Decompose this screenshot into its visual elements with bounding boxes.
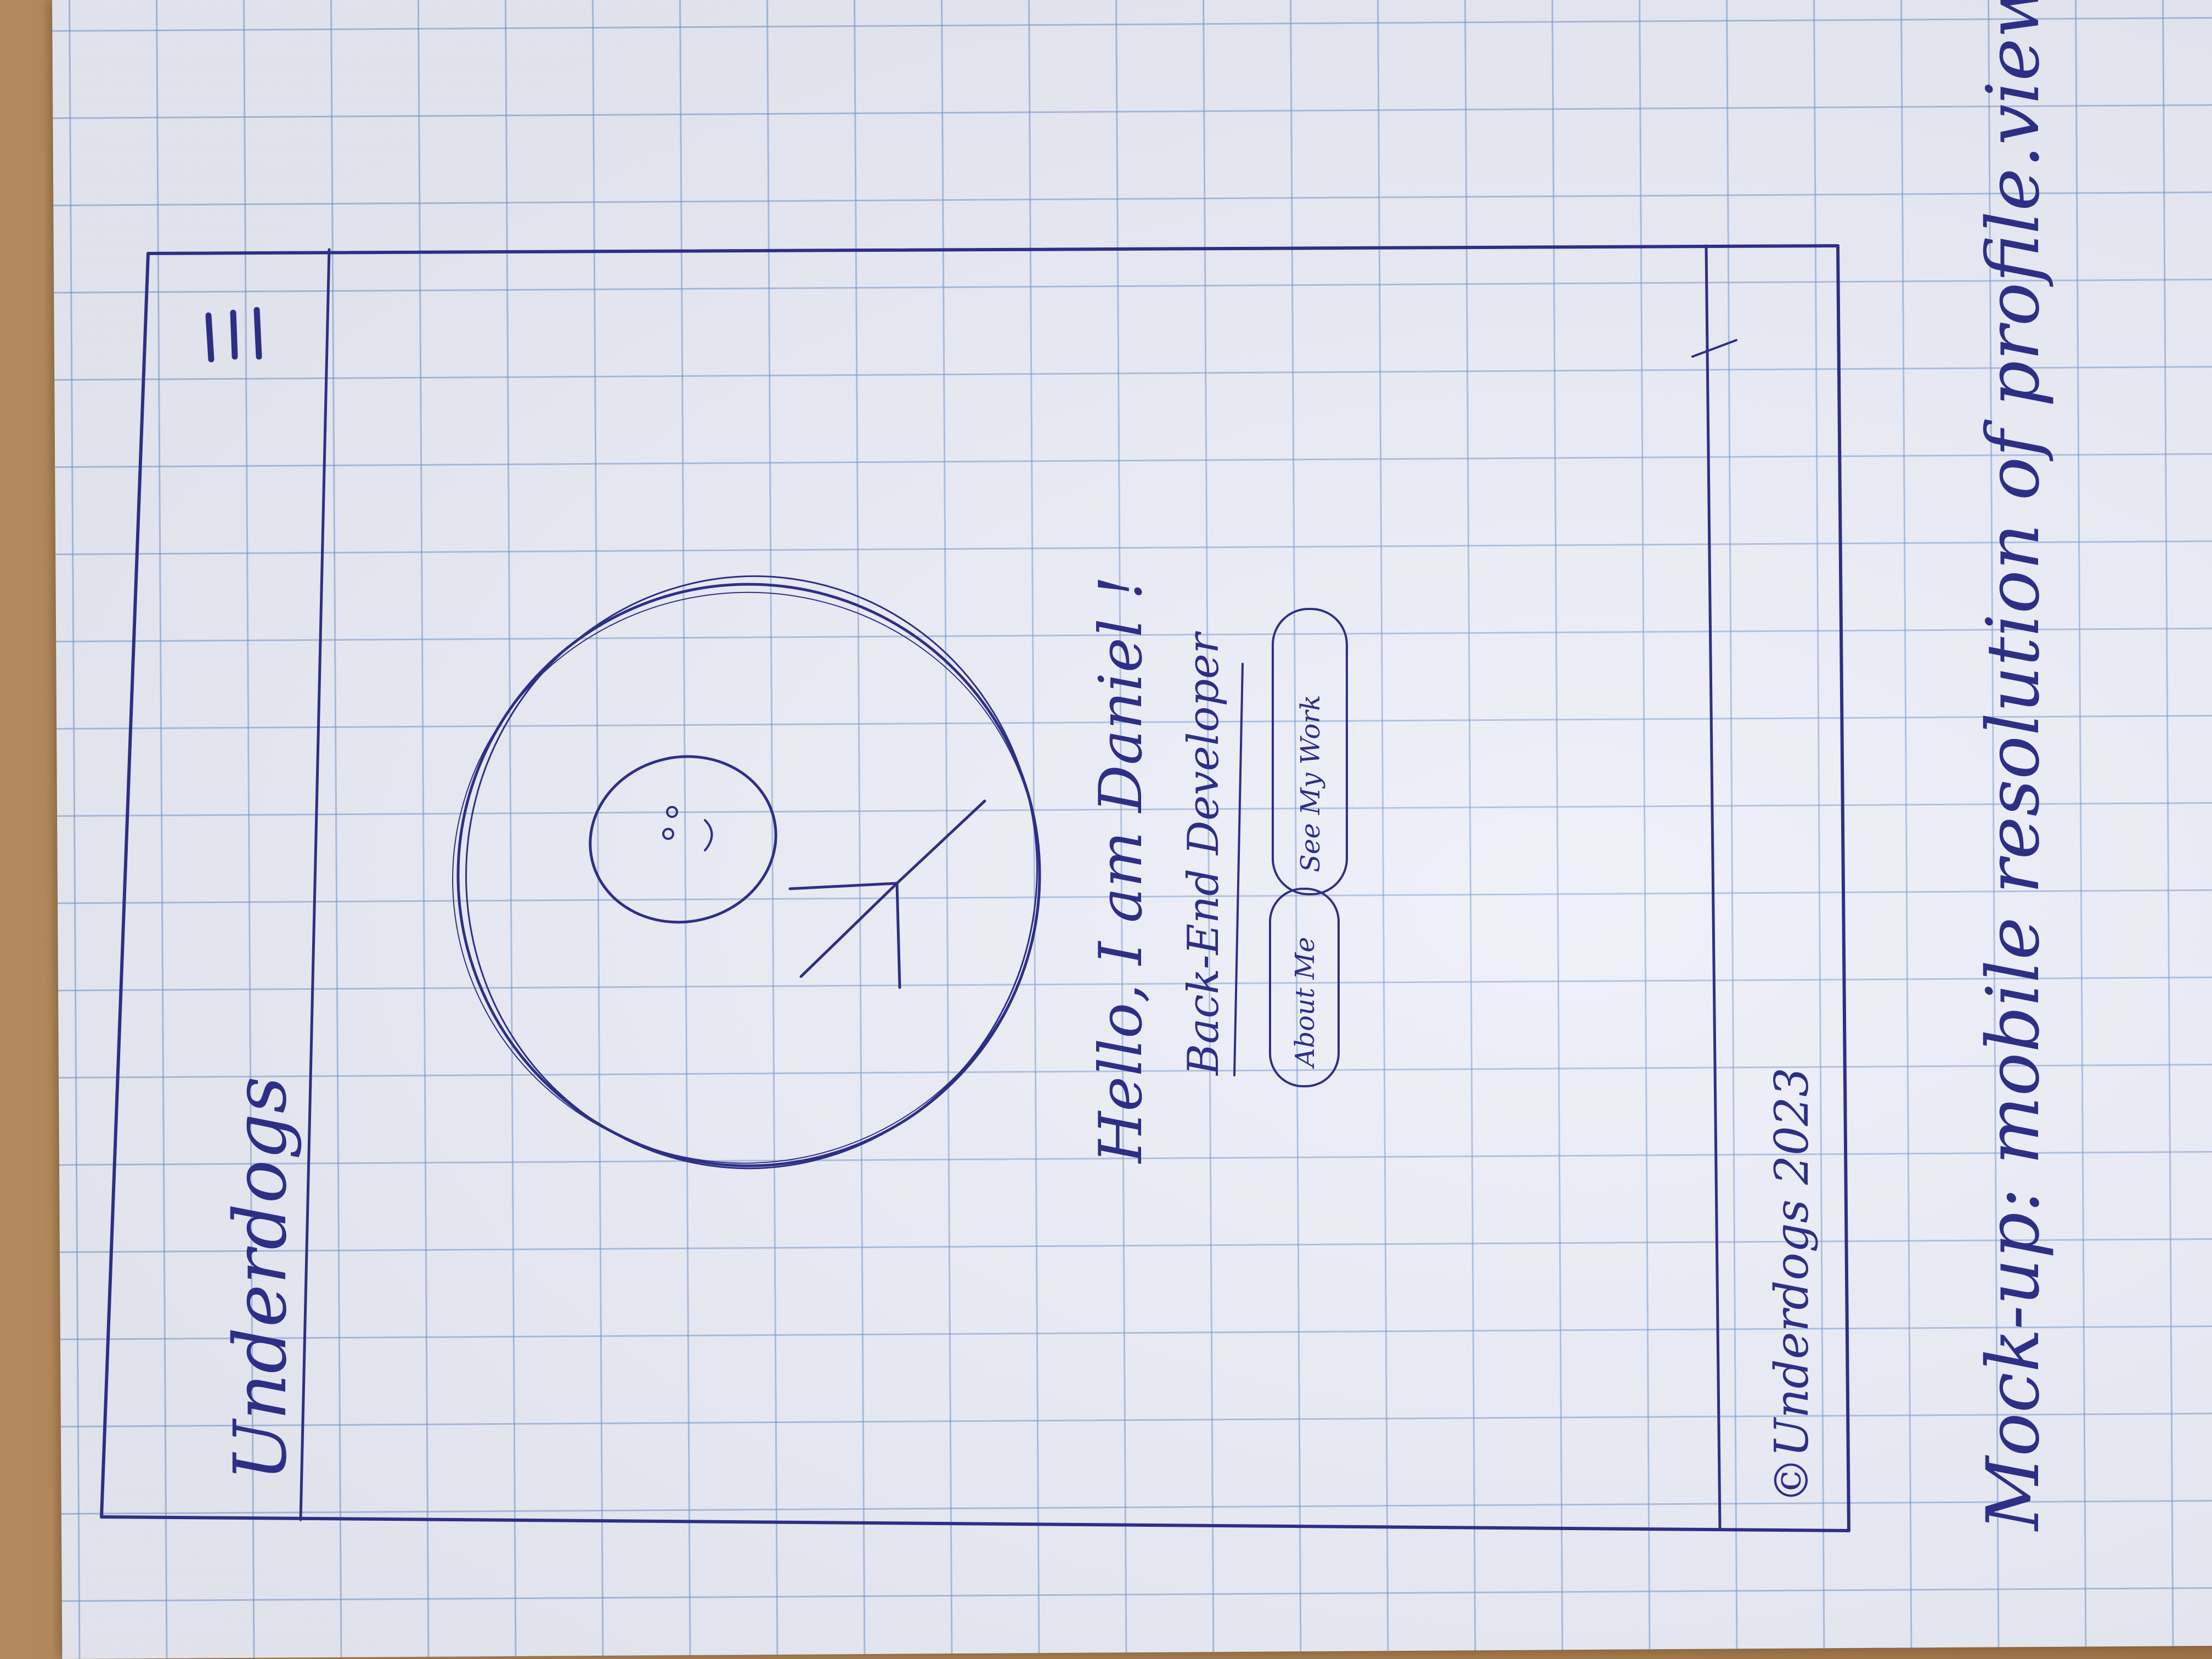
person-avatar-icon — [589, 755, 986, 989]
hamburger-menu-icon[interactable] — [205, 307, 262, 363]
see-my-work-label: See My Work — [1295, 695, 1326, 872]
header-bar: Underdogs — [205, 307, 303, 1481]
about-me-button[interactable]: About Me — [1269, 888, 1340, 1087]
about-me-label: About Me — [1290, 937, 1321, 1069]
see-my-work-button[interactable]: See My Work — [1272, 608, 1348, 895]
brand-name: Underdogs — [218, 1076, 303, 1481]
profile-avatar — [452, 575, 1041, 1170]
role-subtitle: Back-End Developer — [1179, 630, 1244, 1076]
brand-logo[interactable]: Underdogs — [218, 1076, 303, 1481]
phone-frame — [100, 244, 1850, 1532]
role-text: Back-End Developer — [1179, 630, 1228, 1076]
greeting-heading: Hello, I am Daniel ! — [1087, 576, 1155, 1164]
mockup-caption: Mock-up: mobile resolution of profile.vi… — [1971, 0, 2056, 1532]
footer-copyright: ©Underdogs 2023 — [1765, 1068, 1819, 1503]
